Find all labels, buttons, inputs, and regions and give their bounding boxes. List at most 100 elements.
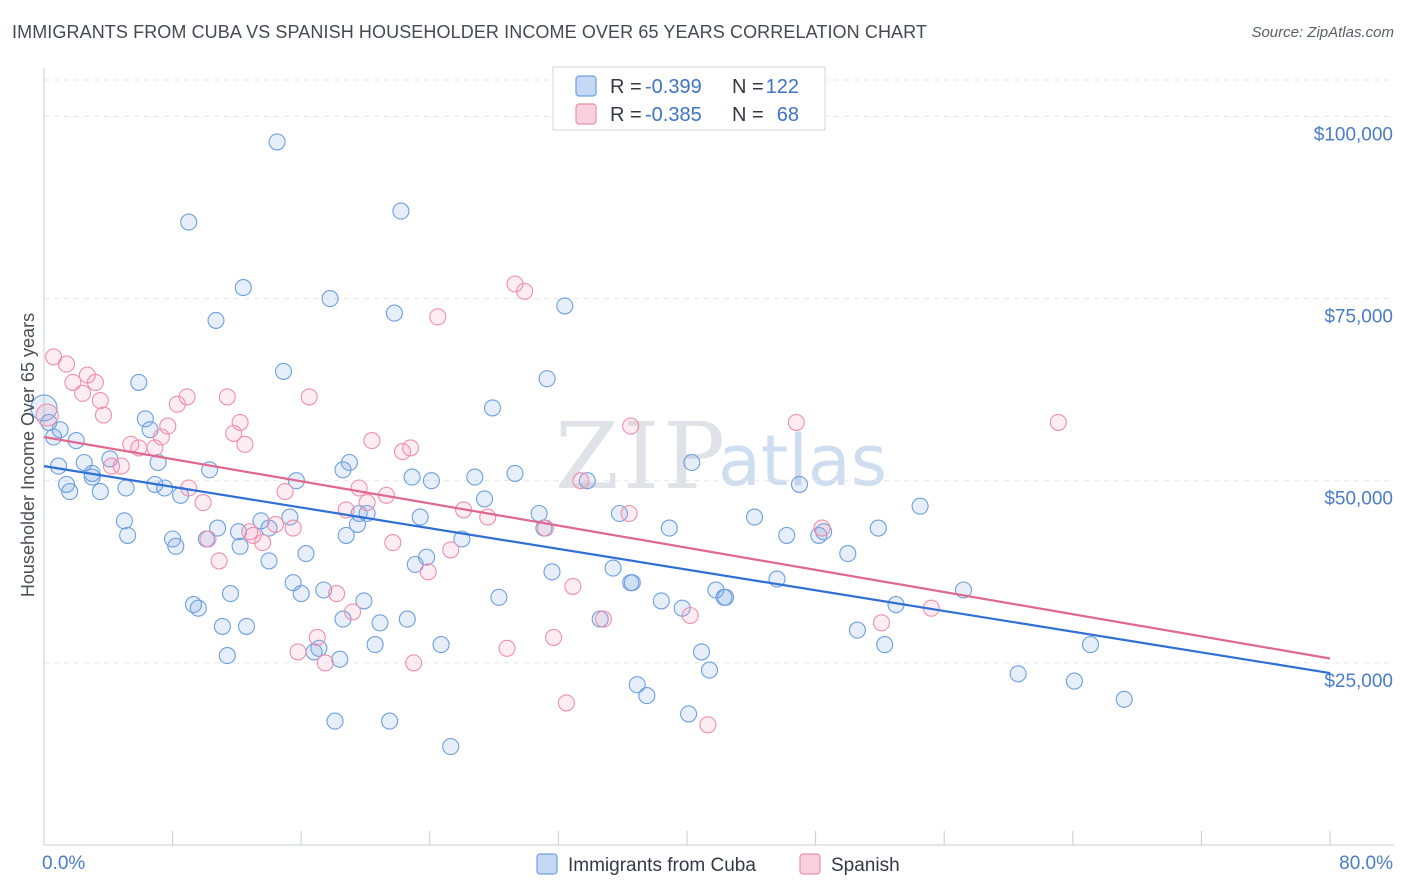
legend-r-label-cuba: R = [610, 76, 642, 98]
point-cuba [778, 526, 796, 544]
point-cuba [490, 588, 508, 606]
point-spanish [350, 479, 368, 497]
point-spanish [316, 654, 334, 672]
point-spanish [872, 614, 891, 632]
point-cuba [49, 457, 68, 475]
point-cuba [385, 304, 403, 322]
point-cuba [543, 563, 561, 581]
trend-lines [43, 435, 1331, 675]
point-spanish [152, 428, 170, 446]
point-spanish [218, 388, 236, 406]
point-spanish [516, 282, 534, 300]
point-cuba [715, 588, 733, 606]
point-cuba [268, 133, 286, 151]
point-spanish [244, 526, 262, 544]
point-spanish [300, 388, 318, 406]
scatter-points [30, 133, 1133, 756]
point-spanish [622, 417, 640, 435]
point-cuba [683, 453, 701, 472]
point-cuba [119, 526, 137, 544]
point-cuba [156, 479, 174, 497]
point-spanish [225, 424, 243, 442]
point-spanish [159, 417, 177, 435]
point-cuba [392, 202, 410, 220]
point-cuba [234, 279, 252, 297]
point-spanish [681, 606, 699, 625]
x-tick-label-max: 80.0% [1339, 853, 1393, 874]
point-spanish [266, 515, 285, 533]
point-cuba [680, 705, 698, 723]
point-cuba [1081, 636, 1100, 654]
point-cuba [167, 537, 185, 555]
point-spanish [620, 504, 638, 523]
point-cuba [610, 504, 629, 523]
point-cuba [422, 472, 440, 490]
point-cuba [483, 399, 502, 417]
point-spanish [344, 603, 362, 621]
point-spanish [284, 519, 302, 537]
point-spanish [35, 403, 59, 427]
point-cuba [207, 311, 225, 329]
point-spanish [194, 494, 212, 512]
chart-title: IMMIGRANTS FROM CUBA VS SPANISH HOUSEHOL… [12, 22, 928, 42]
point-spanish [308, 628, 326, 646]
bottom-legend-label-cuba: Immigrants from Cuba [568, 855, 756, 876]
point-cuba [91, 483, 109, 501]
point-spanish [393, 443, 412, 461]
point-cuba [218, 647, 236, 665]
point-spanish [64, 373, 82, 391]
point-cuba [700, 661, 719, 679]
point-spanish [358, 494, 376, 512]
point-cuba [418, 548, 436, 566]
y-tick-label: $100,000 [1314, 124, 1393, 145]
point-cuba [411, 508, 429, 526]
point-cuba [790, 475, 809, 493]
point-cuba [340, 453, 358, 472]
point-spanish [254, 534, 272, 552]
point-cuba [381, 712, 399, 730]
point-cuba [366, 636, 384, 654]
point-cuba [297, 545, 315, 563]
point-spanish [231, 413, 249, 431]
point-cuba [213, 617, 231, 635]
point-cuba [136, 410, 154, 428]
chart-source: Source: ZipAtlas.com [1251, 24, 1394, 41]
point-spanish [429, 308, 447, 326]
y-axis-label: Householder Income Over 65 years [18, 313, 38, 597]
point-cuba [180, 213, 198, 231]
legend-swatch-cuba [575, 75, 597, 97]
point-spanish [178, 388, 196, 406]
point-spanish [112, 457, 130, 475]
legend-box: R = -0.399 N = 122 R = -0.385 N = 68 [552, 66, 826, 131]
point-spanish [94, 406, 113, 424]
point-cuba [310, 639, 328, 657]
point-spanish [594, 610, 612, 628]
bottom-legend-swatch-cuba [536, 853, 558, 875]
point-spanish [813, 519, 831, 537]
legend-n-value-spanish: 68 [777, 104, 799, 126]
point-cuba [292, 585, 310, 603]
trendline-cuba [43, 465, 1331, 675]
point-spanish [384, 534, 402, 552]
point-cuba [911, 497, 929, 515]
point-cuba [61, 483, 79, 501]
point-spanish [572, 472, 590, 490]
watermark-zip: ZIP [555, 403, 729, 510]
point-cuba [331, 650, 349, 668]
point-cuba [321, 290, 339, 308]
point-cuba [315, 581, 333, 599]
point-spanish [328, 585, 346, 603]
legend-swatch-spanish [575, 103, 597, 125]
point-cuba [506, 464, 524, 482]
point-cuba [337, 526, 355, 544]
point-spanish [199, 530, 217, 548]
bottom-legend-label-spanish: Spanish [831, 855, 900, 876]
point-cuba [115, 512, 133, 530]
point-spanish [276, 483, 294, 501]
point-spanish [57, 355, 76, 373]
point-spanish [442, 541, 460, 559]
point-spanish [787, 413, 805, 431]
point-cuba [51, 421, 69, 439]
legend-r-value-cuba: -0.399 [645, 76, 702, 98]
